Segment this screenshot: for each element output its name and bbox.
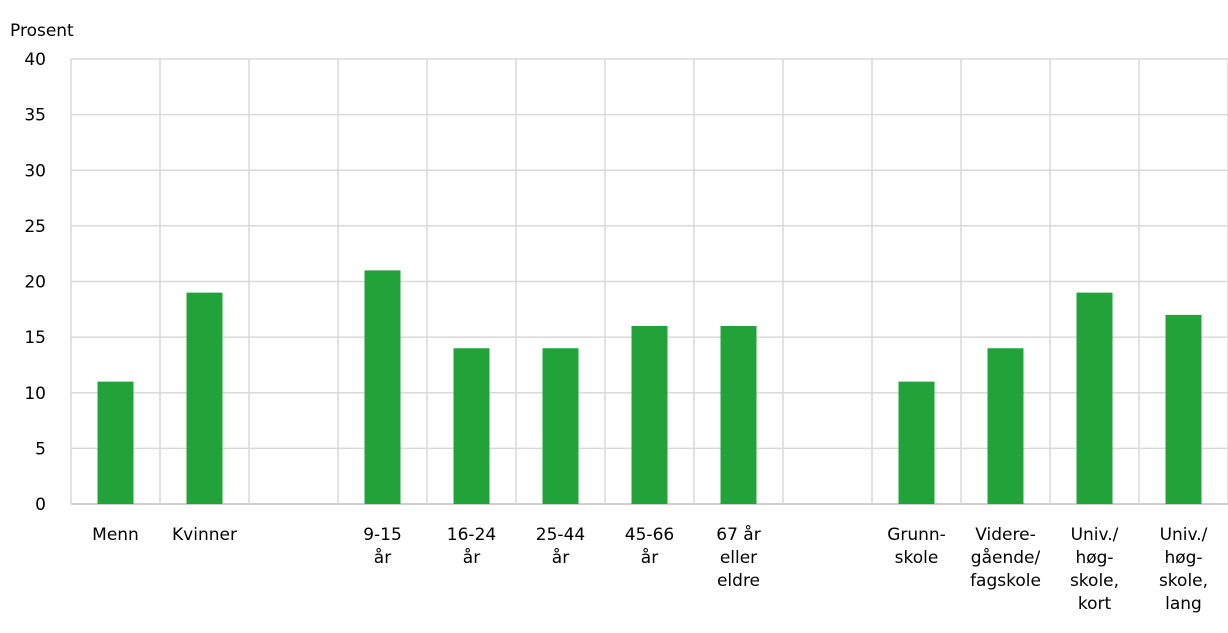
y-tick-label: 15	[24, 328, 46, 348]
y-tick-label: 30	[24, 161, 46, 181]
bar	[1076, 292, 1113, 504]
y-tick-label: 0	[35, 495, 46, 515]
y-tick-label: 20	[24, 273, 46, 293]
bar	[898, 381, 935, 504]
bar	[186, 292, 223, 504]
x-category-label: 45-66 år	[625, 525, 674, 568]
bar	[97, 381, 134, 504]
x-category-label: 16-24 år	[447, 525, 496, 568]
x-axis-labels: Menn Kvinner 9-15 år 16-24 år 25-44 år 45-66 år 67…	[92, 524, 1208, 614]
y-tick-label: 5	[35, 439, 46, 459]
x-category-label: Univ./høg-skole, kort	[1070, 525, 1119, 614]
bar	[453, 348, 490, 504]
y-tick-label: 25	[24, 217, 46, 237]
y-tick-label: 35	[24, 106, 46, 126]
y-tick-label: 40	[24, 50, 46, 70]
y-tick-label: 10	[24, 384, 46, 404]
x-category-label: 67 år eller eldre	[716, 524, 760, 591]
x-category-label: Univ./høg-skole, lang	[1159, 525, 1208, 614]
bars	[97, 270, 1202, 504]
x-category-label: 25-44 år	[536, 525, 585, 568]
x-category-label: Menn	[92, 525, 139, 545]
bar	[987, 348, 1024, 504]
x-category-label: 9-15 år	[363, 525, 402, 568]
bar	[542, 348, 579, 504]
bar	[631, 326, 668, 504]
gridlines	[70, 58, 1228, 505]
x-category-label: Grunn-skole	[887, 525, 946, 568]
x-category-label: Videre-gående/fagskole	[970, 525, 1041, 591]
y-axis-title: Prosent	[10, 21, 74, 41]
x-category-label: Kvinner	[172, 525, 237, 545]
bar	[720, 326, 757, 504]
y-axis-ticks: 0 5 10 15 20 25 30 35 40	[24, 50, 46, 515]
bar	[364, 270, 401, 504]
bar	[1165, 314, 1202, 504]
